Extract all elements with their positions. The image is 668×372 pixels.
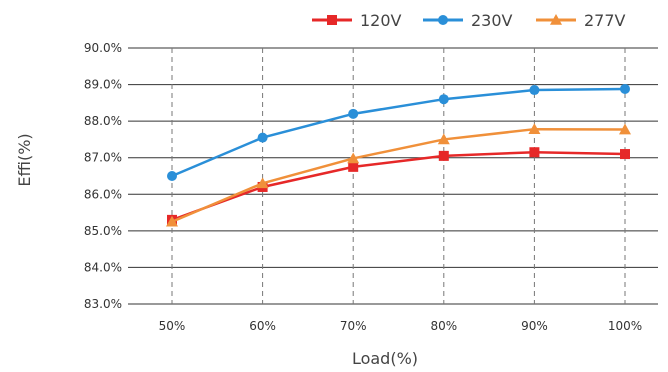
circle-marker (257, 132, 268, 143)
series-group (166, 83, 631, 227)
x-tick-label: 70% (340, 319, 367, 333)
circle-marker (438, 94, 449, 105)
square-marker (438, 150, 449, 161)
x-tick-label: 90% (521, 319, 548, 333)
x-axis-label: Load(%) (352, 349, 418, 368)
y-tick-label: 89.0% (84, 78, 122, 92)
triangle-marker (437, 133, 450, 145)
series-230V (167, 83, 630, 181)
triangle-marker (550, 14, 562, 25)
y-tick-label: 87.0% (84, 151, 122, 165)
circle-marker (348, 108, 359, 119)
circle-marker (167, 171, 177, 181)
triangle-marker (619, 123, 631, 135)
grid (128, 47, 658, 305)
legend: 120V 230V 277V (312, 11, 626, 30)
x-tick-label: 100% (608, 319, 642, 333)
legend-label: 120V (360, 11, 402, 30)
y-tick-label: 90.0% (84, 41, 122, 55)
circle-marker (620, 83, 630, 94)
legend-item: 120V (312, 11, 402, 30)
y-tick-label: 83.0% (84, 297, 122, 311)
legend-item: 230V (423, 11, 513, 30)
triangle-marker (347, 152, 360, 164)
series-line (171, 127, 626, 223)
legend-label: 230V (471, 11, 513, 30)
x-tick-label: 80% (430, 319, 457, 333)
x-tick-label: 60% (249, 319, 276, 333)
y-tick-label: 86.0% (84, 187, 122, 201)
x-axis-ticks: 50% 60% 70% 80% 90% 100% (159, 319, 642, 333)
triangle-marker (166, 215, 178, 227)
square-marker (620, 149, 630, 160)
y-axis-label: Effi(%) (15, 133, 34, 186)
square-marker (327, 15, 337, 25)
legend-item: 277V (536, 11, 626, 30)
y-tick-label: 85.0% (84, 224, 122, 238)
legend-label: 277V (584, 11, 626, 30)
x-tick-label: 50% (159, 319, 186, 333)
series-277V (166, 123, 631, 227)
circle-marker (529, 85, 540, 96)
y-tick-label: 88.0% (84, 114, 122, 128)
y-tick-label: 84.0% (84, 260, 122, 274)
series-120V (167, 147, 630, 225)
y-axis-ticks: 83.0% 84.0% 85.0% 86.0% 87.0% 88.0% 89.0% 90.0% (84, 41, 122, 311)
series-line (171, 150, 626, 222)
square-marker (529, 147, 540, 158)
triangle-marker (256, 177, 269, 189)
circle-marker (438, 15, 448, 25)
triangle-marker (528, 123, 541, 134)
square-marker (348, 161, 359, 172)
series-line (171, 87, 626, 178)
